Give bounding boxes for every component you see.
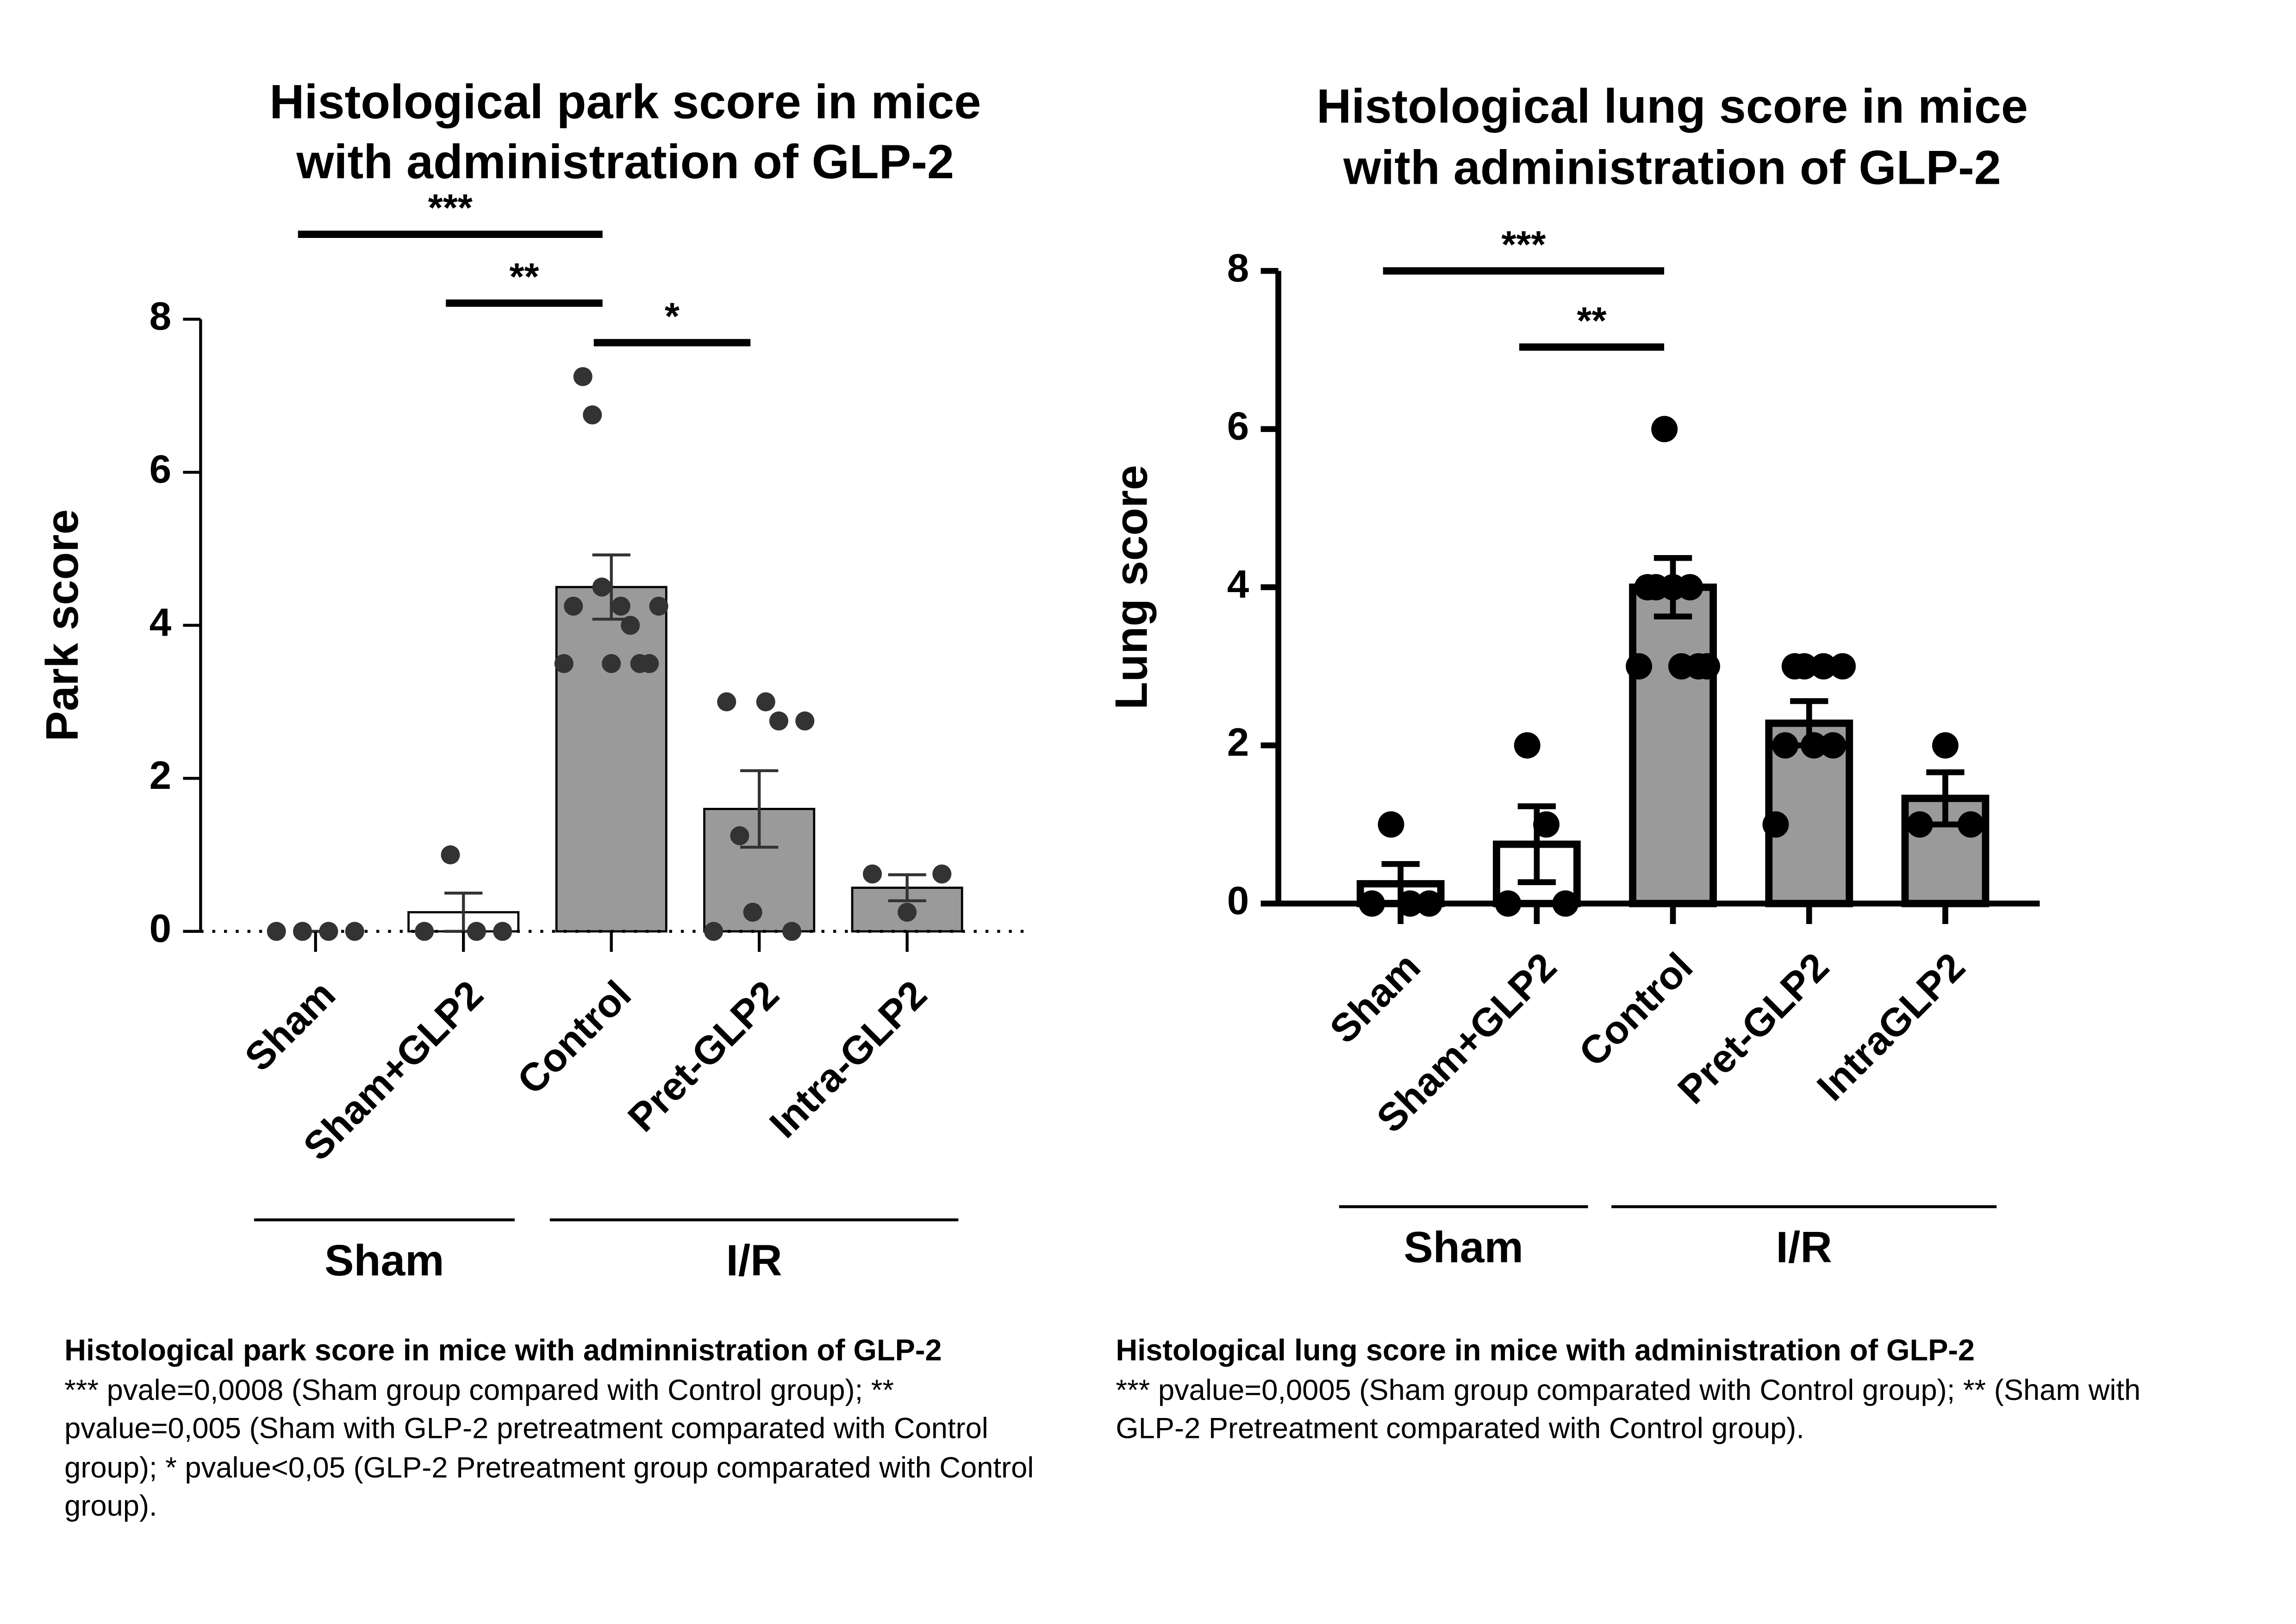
data-point	[1552, 890, 1579, 917]
data-point	[1533, 811, 1560, 838]
x-tick-label: Sham	[1322, 944, 1429, 1052]
error-bar	[888, 873, 926, 902]
significance-label: **	[509, 256, 539, 298]
data-point	[293, 922, 312, 941]
data-point	[1820, 732, 1847, 759]
data-point	[1416, 890, 1443, 917]
y-tick-label: 2	[150, 754, 172, 798]
data-point	[583, 405, 602, 425]
data-point	[319, 922, 338, 941]
y-tick-label: 4	[150, 600, 172, 644]
error-bar	[740, 769, 779, 849]
x-tick-label: Control	[1571, 944, 1701, 1075]
data-point	[1397, 890, 1423, 917]
significance-label: **	[1577, 300, 1606, 342]
data-point	[554, 654, 574, 673]
data-point	[267, 922, 286, 941]
data-point	[769, 711, 788, 731]
data-point	[1626, 653, 1653, 680]
x-tick-label: IntraGLP2	[1809, 944, 1974, 1109]
significance-label: ***	[428, 187, 473, 229]
significance-label: *	[665, 295, 680, 337]
y-tick-label: 0	[150, 906, 172, 950]
y-tick-label: 8	[150, 294, 172, 338]
data-point	[743, 902, 762, 922]
data-point	[1651, 416, 1678, 443]
data-point	[1694, 653, 1720, 680]
data-point	[493, 922, 512, 941]
data-point	[1906, 811, 1933, 838]
chart-title: with administration of GLP-2	[296, 135, 954, 189]
chart-title: Histological lung score in mice	[1316, 80, 2028, 133]
data-point	[602, 654, 621, 673]
caption-text: *** pvale=0,0008 (Sham group compared wi…	[64, 1374, 1034, 1523]
x-tick-label: Control	[509, 973, 640, 1103]
group-label: Sham	[324, 1236, 444, 1285]
caption-text: *** pvalue=0,0005 (Sham group comparated…	[1116, 1374, 2141, 1446]
data-point	[441, 845, 460, 865]
data-point	[1829, 653, 1856, 680]
caption: Histological lung score in mice with adm…	[1116, 1333, 2170, 1449]
data-point	[592, 577, 611, 597]
data-point	[898, 902, 917, 922]
y-tick-label: 8	[1227, 246, 1249, 290]
y-axis-label: Park score	[37, 509, 87, 742]
y-tick-label: 2	[1227, 721, 1249, 765]
data-point	[717, 692, 736, 712]
data-point	[415, 922, 434, 941]
data-point	[704, 922, 724, 941]
y-tick-label: 6	[150, 448, 172, 492]
significance-label: ***	[1501, 224, 1546, 266]
data-point	[756, 692, 775, 712]
y-axis-label: Lung score	[1105, 465, 1156, 709]
data-point	[611, 596, 630, 616]
y-tick-label: 4	[1227, 562, 1249, 606]
y-tick-label: 0	[1227, 879, 1249, 923]
data-point	[1762, 811, 1789, 838]
data-point	[1801, 732, 1828, 759]
data-point	[1791, 653, 1818, 680]
data-point	[345, 922, 364, 941]
data-point	[1958, 811, 1984, 838]
y-tick-label: 6	[1227, 404, 1249, 448]
caption-title: Histological lung score in mice with adm…	[1116, 1334, 1975, 1368]
data-point	[1378, 811, 1404, 838]
caption: Histological park score in mice with adm…	[64, 1333, 1045, 1527]
data-point	[640, 654, 659, 673]
data-point	[649, 596, 668, 616]
bar	[1629, 583, 1717, 907]
data-point	[1772, 732, 1799, 759]
data-point	[1495, 890, 1522, 917]
data-point	[932, 864, 952, 884]
data-point	[467, 922, 486, 941]
data-point	[1810, 653, 1837, 680]
group-label: Sham	[1404, 1223, 1523, 1272]
data-point	[1932, 732, 1959, 759]
data-point	[564, 596, 583, 616]
data-point	[621, 616, 640, 635]
data-point	[1514, 732, 1541, 759]
data-point	[1677, 574, 1703, 600]
data-point	[782, 922, 802, 941]
chart-title: with administration of GLP-2	[1343, 141, 2001, 195]
x-tick-label: Sham	[237, 973, 344, 1080]
chart-title: Histological park score in mice	[269, 75, 981, 129]
data-point	[795, 711, 815, 731]
data-point	[1359, 890, 1385, 917]
group-label: I/R	[726, 1236, 782, 1285]
bar	[555, 586, 668, 933]
data-point	[862, 864, 882, 884]
data-point	[730, 826, 749, 845]
data-point	[573, 367, 593, 387]
x-tick-label: Intra-GLP2	[761, 973, 936, 1147]
group-label: I/R	[1776, 1223, 1832, 1272]
caption-title: Histological park score in mice with adm…	[64, 1334, 942, 1368]
